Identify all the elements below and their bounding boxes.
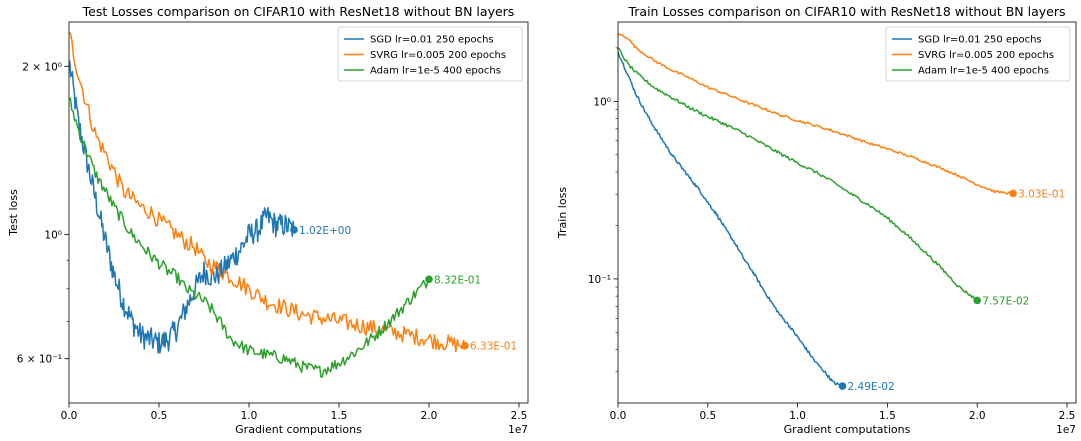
series-end-marker-2 <box>1009 189 1017 198</box>
legend-box <box>885 26 1071 82</box>
x-tick-label: 1.5 <box>331 410 348 422</box>
x-multiplier-label: 1e7 <box>1056 424 1076 436</box>
series-line-1 <box>618 51 844 388</box>
series-end-marker-2 <box>461 341 469 350</box>
x-axis-label: Gradient computations <box>784 423 911 436</box>
series-end-label-2: 3.03E-01 <box>1018 188 1065 200</box>
chart-title: Test Losses comparison on CIFAR10 with R… <box>82 4 515 19</box>
y-axis-label: Train loss <box>556 187 569 239</box>
series-group <box>618 33 1014 388</box>
series-end-marker-1 <box>290 226 298 234</box>
series-end-label-2: 6.33E-01 <box>470 341 517 353</box>
chart-title: Train Losses comparison on CIFAR10 with … <box>627 4 1065 19</box>
x-axis-label: Gradient computations <box>235 423 362 436</box>
x-tick-label: 2.0 <box>969 410 986 422</box>
x-tick-label: 2.5 <box>511 410 528 422</box>
legend-label-3: Adam lr=1e-5 400 epochs <box>918 66 1049 77</box>
series-end-label-3: 7.57E-02 <box>982 295 1029 307</box>
legend-label-2: SVRG lr=0.005 200 epochs <box>918 50 1054 61</box>
y-tick-label: 10⁰ <box>593 96 611 108</box>
x-tick-label: 1.5 <box>879 410 896 422</box>
series-end-marker-3 <box>973 296 982 305</box>
y-tick-label: 2 × 10⁰ <box>22 61 62 73</box>
series-end-label-3: 8.32E-01 <box>434 274 481 286</box>
legend-label-2: SVRG lr=0.005 200 epochs <box>370 50 506 61</box>
y-tick-label: 6 × 10⁻¹ <box>17 354 62 366</box>
x-tick-label: 2.5 <box>1059 410 1076 422</box>
series-line-3 <box>618 47 978 302</box>
y-axis-label: Test loss <box>7 189 20 237</box>
plot-frame <box>617 21 1077 404</box>
x-tick-label: 1.0 <box>789 410 806 422</box>
legend-box <box>337 26 523 82</box>
legend: SGD lr=0.01 250 epochs SVRG lr=0.005 200 … <box>885 26 1071 82</box>
legend-label-3: Adam lr=1e-5 400 epochs <box>370 66 501 77</box>
x-tick-label: 0.0 <box>610 410 627 422</box>
x-tick-label: 0.5 <box>151 410 168 422</box>
plot-frame <box>68 21 529 404</box>
x-multiplier-label: 1e7 <box>508 424 528 436</box>
series-end-marker-3 <box>425 275 433 284</box>
series-end-label-1: 1.02E+00 <box>299 225 351 237</box>
x-tick-label: 1.0 <box>241 410 258 422</box>
y-tick-label: 10⁻¹ <box>588 274 611 286</box>
y-tick-label: 10⁰ <box>44 230 62 242</box>
x-tick-label: 0.0 <box>61 410 78 422</box>
series-line-2 <box>618 33 1014 195</box>
legend-label-1: SGD lr=0.01 250 epochs <box>918 35 1042 46</box>
x-tick-label: 2.0 <box>421 410 438 422</box>
legend: SGD lr=0.01 250 epochs SVRG lr=0.005 200 … <box>337 26 523 82</box>
series-line-3 <box>69 97 430 378</box>
series-group <box>69 31 466 378</box>
legend-label-1: SGD lr=0.01 250 epochs <box>370 35 494 46</box>
chart-panel-2: Train Losses comparison on CIFAR10 with … <box>556 4 1077 436</box>
series-end-marker-1 <box>838 382 847 390</box>
x-tick-label: 0.5 <box>699 410 716 422</box>
chart-panel-1: Test Losses comparison on CIFAR10 with R… <box>7 4 529 436</box>
series-line-1 <box>69 59 295 354</box>
series-end-label-1: 2.49E-02 <box>848 381 895 393</box>
series-line-2 <box>69 31 466 353</box>
